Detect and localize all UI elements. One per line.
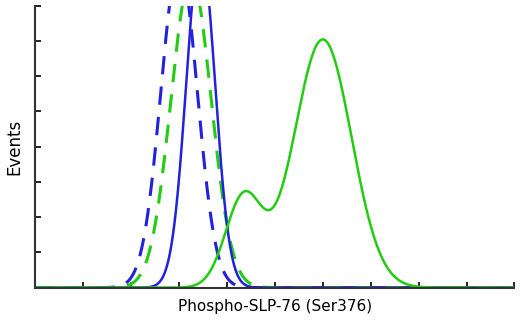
Y-axis label: Events: Events [6, 118, 23, 175]
X-axis label: Phospho-SLP-76 (Ser376): Phospho-SLP-76 (Ser376) [178, 300, 372, 315]
